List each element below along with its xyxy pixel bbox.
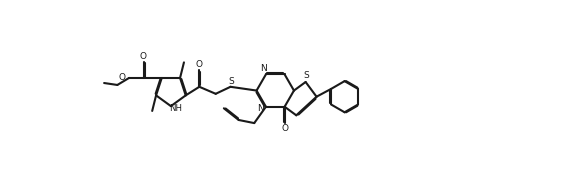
Text: NH: NH [169, 104, 182, 113]
Text: N: N [257, 104, 264, 113]
Text: N: N [260, 64, 266, 73]
Text: O: O [281, 124, 288, 133]
Text: S: S [303, 71, 309, 80]
Text: O: O [140, 52, 147, 61]
Text: S: S [228, 77, 234, 86]
Text: O: O [118, 73, 125, 82]
Text: O: O [196, 61, 203, 70]
